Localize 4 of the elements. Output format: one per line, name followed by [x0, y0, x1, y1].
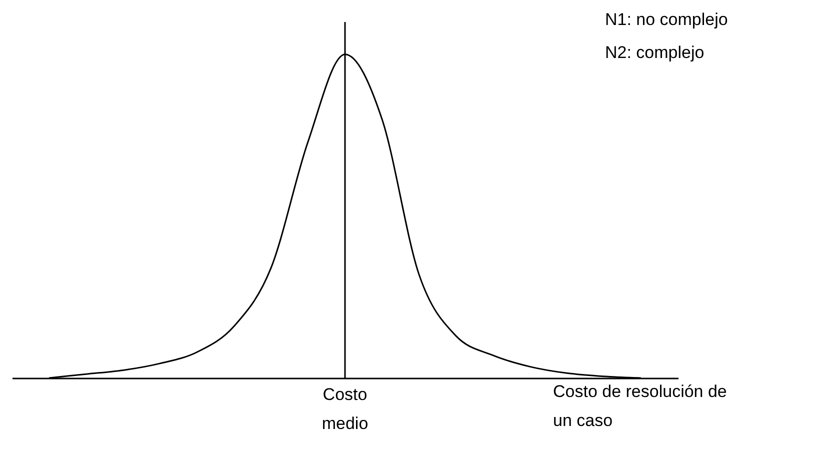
text: N1: no complejo — [605, 10, 728, 29]
annotation: N2: complejo — [605, 43, 704, 62]
text: Costo medio — [322, 385, 368, 433]
x-axis-title: Costo de resolución de un caso — [553, 382, 727, 430]
